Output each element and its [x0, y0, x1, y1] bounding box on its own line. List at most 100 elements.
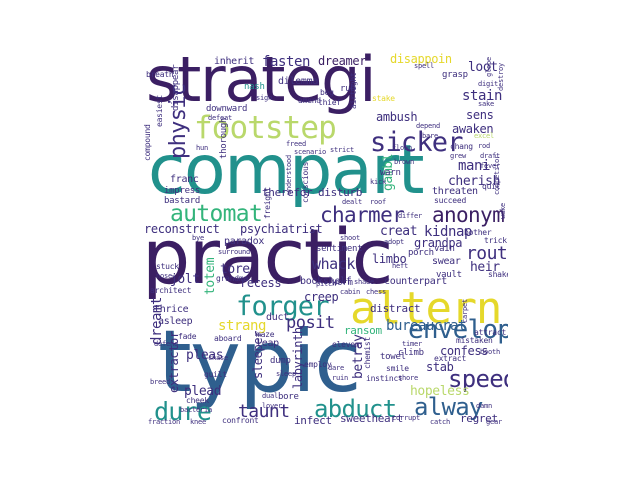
word-damn: damn — [476, 402, 493, 410]
word-spell: spell — [414, 62, 435, 70]
word-kidnap: kidnap — [424, 224, 473, 240]
word-sweetheart: sweetheart — [340, 412, 403, 425]
word-freight: freight — [263, 186, 272, 219]
word-trick: trick — [484, 236, 507, 245]
word-defend: defend — [154, 340, 179, 348]
word-limbo: limbo — [372, 252, 407, 266]
word-creat: creat — [380, 224, 418, 239]
word-ransom: ransom — [344, 324, 382, 337]
word-awaken: awaken — [452, 122, 494, 136]
word-therefor: therefor — [262, 186, 313, 199]
word-easiest: easiest — [155, 94, 164, 127]
word-chess: chess — [366, 288, 387, 296]
word-sentiment: sentiment — [316, 244, 363, 254]
word-stab: stab — [426, 360, 454, 374]
word-dreamer: dreamer — [318, 54, 367, 68]
word-dealt: dealt — [342, 198, 363, 206]
word-cabin: cabin — [340, 288, 361, 296]
word-fraction: fraction — [148, 418, 181, 426]
word-pleas: pleas — [186, 348, 224, 363]
word-psychiatrist: psychiatrist — [240, 222, 323, 236]
word-bore: bore — [278, 392, 299, 402]
word-extract: extract — [434, 354, 467, 363]
word-flown: flown — [392, 144, 413, 152]
word-loot: loot — [468, 60, 498, 75]
word-grew: grew — [450, 152, 467, 160]
word-sicker: sicker — [370, 127, 463, 158]
word-booth: booth — [480, 348, 501, 356]
word-understood: understood — [285, 154, 293, 195]
word-paradox: paradox — [224, 236, 265, 247]
word-confront: confront — [222, 416, 259, 425]
word-amend: amend — [298, 96, 321, 105]
word-footstep: footstep — [194, 110, 337, 146]
word-sign: sign — [256, 94, 273, 102]
word-fasten: fasten — [262, 54, 311, 70]
word-stake: stake — [372, 94, 395, 103]
word-mistaken: mistaken — [456, 336, 493, 345]
word-counterpart: counterpart — [384, 276, 447, 287]
word-reconstruct: reconstruct — [144, 222, 220, 236]
word-recess: recess — [240, 276, 282, 290]
word-heir: heir — [470, 260, 500, 275]
word-lover: lover — [262, 402, 283, 410]
word-breath: breath — [146, 70, 174, 79]
word-abduct: abduct — [314, 395, 397, 423]
word-warn: warn — [380, 168, 401, 178]
word-swear: swear — [432, 256, 461, 267]
word-fade: fade — [178, 332, 197, 341]
word-compart: compart — [148, 131, 425, 210]
word-automat: automat — [170, 201, 263, 227]
word-shore: shore — [398, 374, 419, 382]
word-rod: rod — [478, 142, 491, 150]
word-chang: chang — [450, 142, 473, 151]
word-typic: typic — [158, 312, 361, 412]
word-ruin: ruin — [332, 374, 349, 382]
word-strict: strict — [330, 146, 355, 154]
word-grandma: grandma — [216, 274, 249, 283]
word-bookshelf: bookshelf — [300, 276, 352, 287]
word-conscious: conscious — [301, 161, 310, 203]
word-brown: brown — [394, 158, 415, 166]
word-architect: architect — [150, 286, 192, 295]
word-scenario: scenario — [294, 148, 327, 156]
word-hopeless: hopeless — [410, 384, 470, 399]
word-nose: nose — [156, 272, 173, 280]
word-ambush: ambush — [376, 110, 418, 124]
word-climb: climb — [398, 348, 424, 358]
word-instinct: instinct — [366, 374, 403, 383]
word-shade: shade — [354, 278, 375, 286]
word-thorough: thorough — [219, 117, 229, 159]
word-bacteria: bacteria — [180, 406, 213, 414]
word-destroy: destroy — [497, 62, 505, 91]
word-alway: alway — [414, 393, 483, 421]
word-attract: attract — [474, 328, 507, 337]
word-whack: whack — [312, 255, 355, 273]
word-cloud: strategi compart practic typic footstep … — [144, 49, 508, 428]
word-taunt: taunt — [238, 401, 290, 422]
word-digit: digit — [478, 80, 499, 88]
word-confess: confess — [440, 344, 489, 358]
word-distract: distract — [370, 302, 421, 315]
word-stain: stain — [462, 88, 503, 104]
word-charmer: charmer — [320, 203, 405, 227]
word-chemist: chemist — [363, 336, 372, 369]
word-disturb: disturb — [318, 186, 363, 199]
word-adopt: adopt — [384, 238, 405, 246]
word-thrice: thrice — [154, 304, 189, 315]
word-dual: dual — [262, 392, 279, 400]
word-draft: draft — [480, 152, 501, 160]
word-dare: dare — [328, 364, 345, 372]
word-wake: wake — [499, 202, 507, 219]
word-thief: thief — [318, 98, 341, 107]
word-fever: fever — [480, 162, 501, 170]
word-corrupt: corrupt — [392, 414, 421, 422]
word-strategi: strategi — [146, 49, 376, 116]
word-timer: timer — [402, 340, 423, 348]
word-threaten: threaten — [432, 186, 478, 197]
word-dilemma: dilemma — [278, 76, 319, 87]
word-knee: knee — [190, 418, 207, 426]
word-envelop: envelop — [408, 315, 508, 345]
word-porch: porch — [408, 248, 434, 258]
word-jolt: jolt — [170, 272, 200, 287]
